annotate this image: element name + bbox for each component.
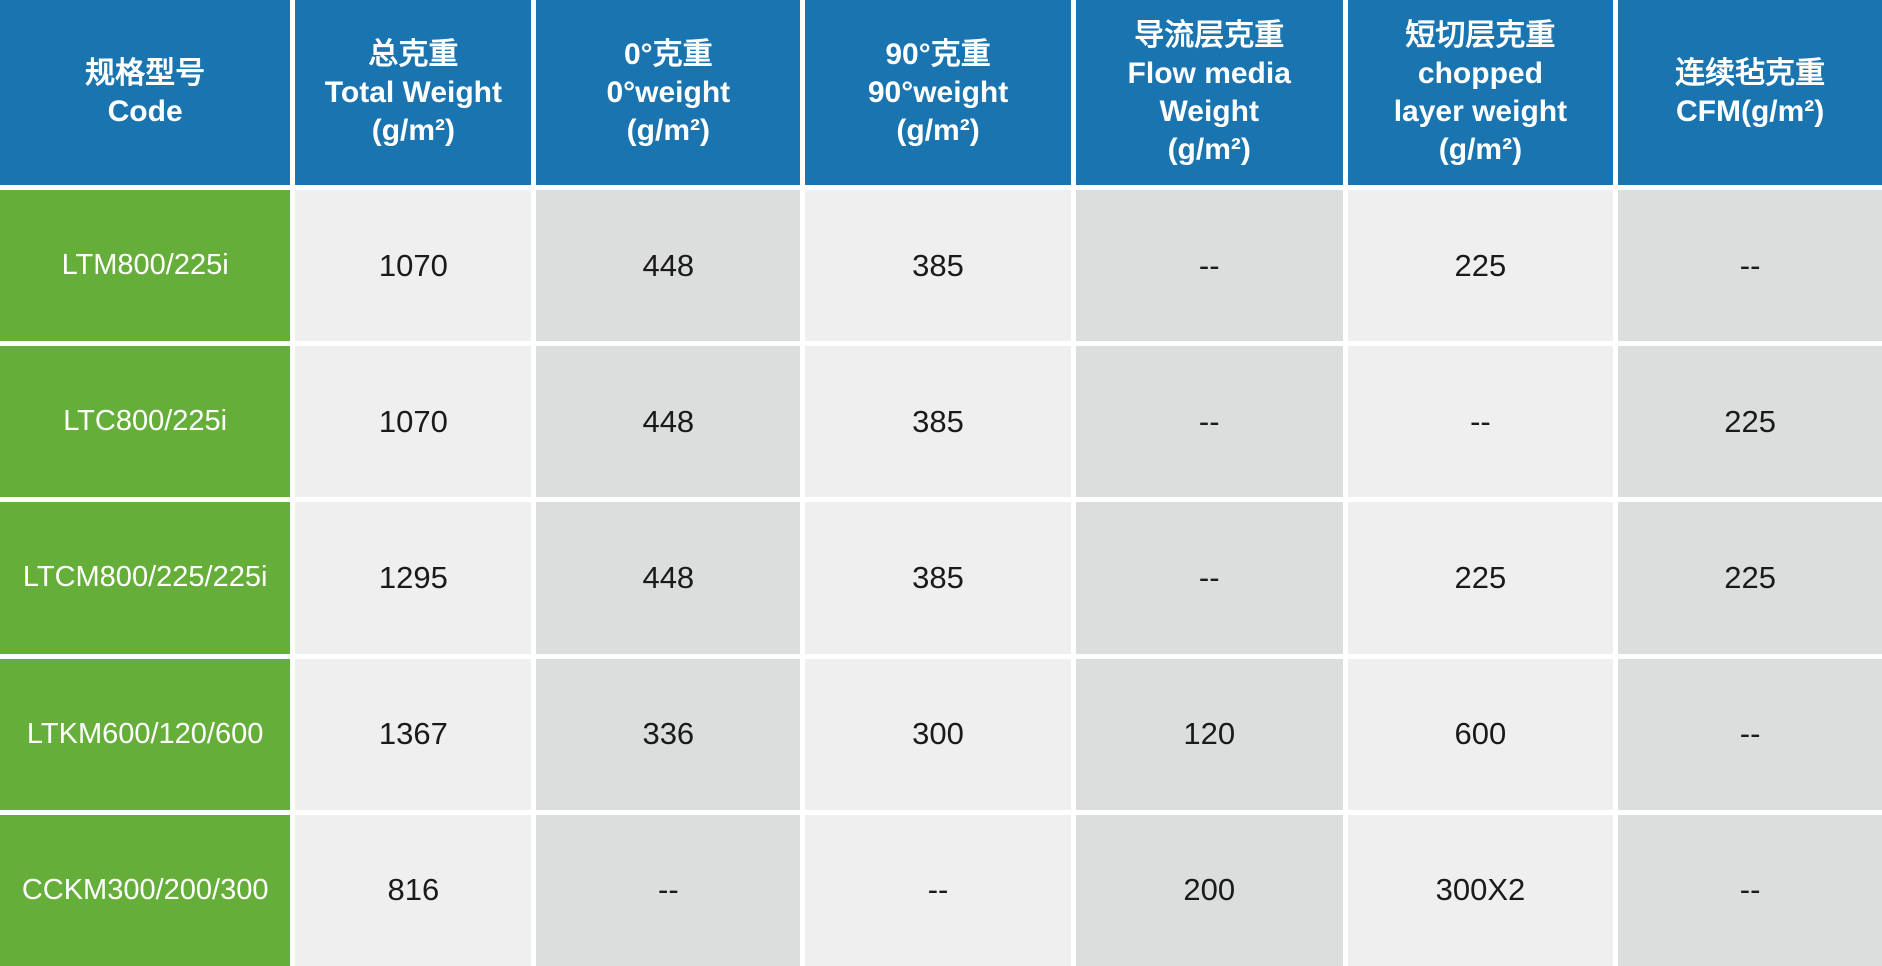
cell-row1-flow-media-weight: -- [1075, 190, 1343, 342]
cell-row3-total-weight: 1295 [295, 502, 532, 654]
header-cell-chopped-layer-weight: 短切层克重 chopped layer weight (g/m²) [1347, 0, 1614, 185]
header-line: 连续毡克重 [1675, 56, 1826, 90]
cell-row3-cfm: 225 [1618, 502, 1882, 654]
cell-row5-total-weight: 816 [295, 814, 532, 966]
cell-row3-90-weight: 385 [805, 502, 1071, 654]
header-line: (g/m²) [371, 113, 456, 147]
cell-row2-chopped-layer-weight: -- [1347, 346, 1614, 498]
cell-row4-90-weight: 300 [805, 658, 1071, 810]
header-cell-0-weight: 0°克重 0°weight (g/m²) [536, 0, 801, 185]
header-line: chopped [1417, 56, 1543, 90]
cell-row1-90-weight: 385 [805, 190, 1071, 342]
row-code-cell-1: LTM800/225i [0, 190, 291, 342]
cell-row5-90-weight: -- [805, 814, 1071, 966]
cell-row4-0-weight: 336 [536, 658, 801, 810]
header-line: 90°克重 [885, 37, 991, 71]
header-line: 规格型号 [85, 56, 206, 90]
header-line: 导流层克重 [1134, 18, 1285, 52]
cell-row3-0-weight: 448 [536, 502, 801, 654]
cell-row3-chopped-layer-weight: 225 [1347, 502, 1614, 654]
cell-row1-cfm: -- [1618, 190, 1882, 342]
cell-row2-cfm: 225 [1618, 346, 1882, 498]
header-cell-cfm: 连续毡克重 CFM(g/m²) [1618, 0, 1882, 185]
header-cell-code: 规格型号 Code [0, 0, 291, 185]
cell-row2-flow-media-weight: -- [1075, 346, 1343, 498]
header-line: 短切层克重 [1405, 18, 1556, 52]
cell-row4-total-weight: 1367 [295, 658, 532, 810]
cell-row1-total-weight: 1070 [295, 190, 532, 342]
cell-row5-0-weight: -- [536, 814, 801, 966]
cell-row5-cfm: -- [1618, 814, 1882, 966]
header-line: (g/m²) [896, 113, 980, 147]
header-line: (g/m²) [1438, 132, 1523, 166]
cell-row4-chopped-layer-weight: 600 [1347, 658, 1614, 810]
cell-row1-chopped-layer-weight: 225 [1347, 190, 1614, 342]
header-line: 90°weight [867, 75, 1009, 109]
header-cell-total-weight: 总克重 Total Weight (g/m²) [295, 0, 532, 185]
row-code-cell-5: CCKM300/200/300 [0, 814, 291, 966]
header-line: Weight [1159, 94, 1259, 128]
header-line: Flow media [1127, 56, 1291, 90]
header-cell-90-weight: 90°克重 90°weight (g/m²) [805, 0, 1071, 185]
cell-row4-cfm: -- [1618, 658, 1882, 810]
header-line: layer weight [1393, 94, 1568, 128]
cell-row3-flow-media-weight: -- [1075, 502, 1343, 654]
cell-row4-flow-media-weight: 120 [1075, 658, 1343, 810]
cell-row5-flow-media-weight: 200 [1075, 814, 1343, 966]
row-code-cell-3: LTCM800/225/225i [0, 502, 291, 654]
cell-row2-0-weight: 448 [536, 346, 801, 498]
cell-row2-90-weight: 385 [805, 346, 1071, 498]
header-line: 0°克重 [623, 37, 713, 71]
cell-row2-total-weight: 1070 [295, 346, 532, 498]
header-line: Total Weight [324, 75, 502, 109]
cell-row5-chopped-layer-weight: 300X2 [1347, 814, 1614, 966]
header-cell-flow-media-weight: 导流层克重 Flow media Weight (g/m²) [1075, 0, 1343, 185]
cell-row1-0-weight: 448 [536, 190, 801, 342]
header-line: Code [107, 94, 183, 128]
header-line: 0°weight [606, 75, 731, 109]
header-line: 总克重 [368, 37, 459, 71]
header-line: CFM(g/m²) [1675, 94, 1825, 128]
header-line: (g/m²) [1167, 132, 1251, 166]
header-line: (g/m²) [626, 113, 710, 147]
row-code-cell-2: LTC800/225i [0, 346, 291, 498]
row-code-cell-4: LTKM600/120/600 [0, 658, 291, 810]
